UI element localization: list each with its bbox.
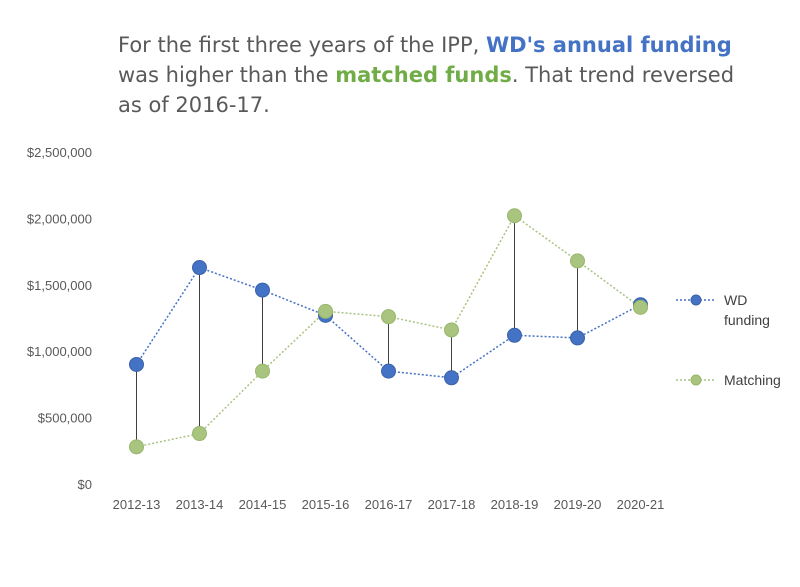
title-part-2: was higher than the bbox=[118, 63, 336, 87]
x-tick-label: 2020-21 bbox=[617, 497, 665, 512]
title-part-3: . That trend reversed as of 2016-17. bbox=[118, 63, 735, 117]
x-tick-label: 2013-14 bbox=[176, 497, 224, 512]
x-tick-label: 2014-15 bbox=[239, 497, 287, 512]
matching-point bbox=[381, 309, 396, 325]
matching-point bbox=[129, 439, 144, 455]
matching-point bbox=[192, 426, 207, 442]
y-tick-label: $1,000,000 bbox=[27, 344, 92, 359]
wd-funding-point bbox=[192, 260, 207, 276]
matching-point bbox=[318, 303, 333, 319]
chart-title: For the first three years of the IPP, WD… bbox=[118, 30, 738, 120]
legend-matching-label: Matching bbox=[724, 372, 781, 388]
matching-point bbox=[507, 208, 522, 224]
legend-matching-marker bbox=[690, 374, 702, 386]
title-part-1: For the first three years of the IPP, bbox=[118, 33, 486, 57]
legend-wd-label: WD bbox=[724, 292, 747, 308]
legend-wd-marker bbox=[690, 294, 702, 306]
x-tick-label: 2012-13 bbox=[113, 497, 161, 512]
y-tick-label: $2,500,000 bbox=[27, 145, 92, 160]
y-tick-label: $1,500,000 bbox=[27, 278, 92, 293]
matching-point bbox=[633, 299, 648, 315]
x-tick-label: 2018-19 bbox=[491, 497, 539, 512]
y-tick-label: $2,000,000 bbox=[27, 211, 92, 226]
matching-point bbox=[570, 253, 585, 269]
title-highlight-matching: matched funds bbox=[335, 63, 512, 87]
title-highlight-wd: WD's annual funding bbox=[485, 33, 732, 57]
matching-series-line bbox=[136, 214, 641, 448]
matching-point bbox=[444, 322, 459, 338]
wd-funding-series-line bbox=[135, 266, 641, 379]
x-tick-label: 2019-20 bbox=[554, 497, 602, 512]
wd-funding-point bbox=[507, 327, 522, 343]
wd-funding-point bbox=[570, 330, 585, 346]
x-tick-label: 2016-17 bbox=[365, 497, 413, 512]
legend-wd-label-line-2: funding bbox=[724, 312, 770, 328]
y-tick-label: $0 bbox=[78, 477, 92, 492]
wd-funding-point bbox=[255, 282, 270, 298]
wd-funding-point bbox=[444, 370, 459, 386]
wd-funding-point bbox=[381, 363, 396, 379]
x-tick-label: 2017-18 bbox=[428, 497, 476, 512]
y-tick-label: $500,000 bbox=[38, 411, 92, 426]
wd-funding-point bbox=[129, 356, 144, 372]
x-tick-label: 2015-16 bbox=[302, 497, 350, 512]
matching-point bbox=[255, 363, 270, 379]
